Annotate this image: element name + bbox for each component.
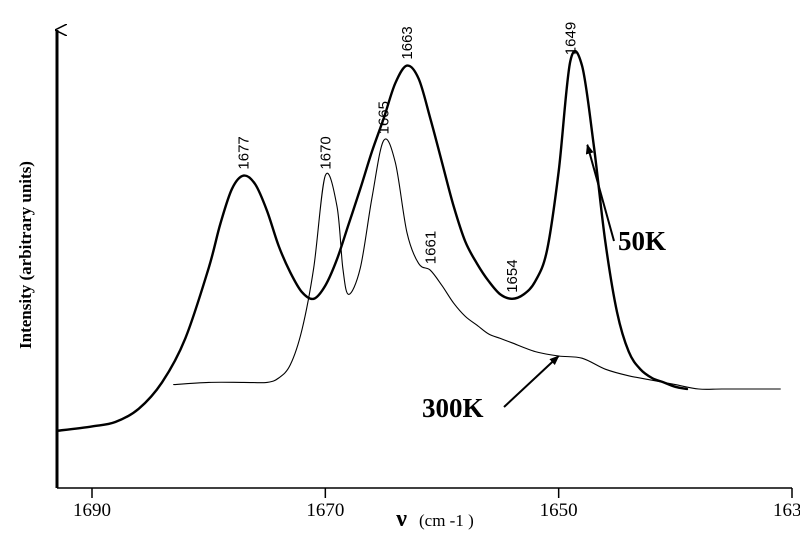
x-axis-label: ν (cm -1 ): [395, 506, 474, 532]
series-line-300k: [173, 138, 781, 390]
x-axis-ticks: 1690 1670 1650 1630: [73, 488, 800, 521]
series-label-50k: 50K: [618, 226, 666, 256]
x-tick-label-1690: 1690: [73, 500, 111, 521]
x-axis-unit: (cm -1 ): [419, 511, 474, 530]
peak-labels: 1677 1670 1663 1665 1661 1654 1649: [236, 22, 580, 293]
series-arrow-300k: [503, 355, 560, 408]
peak-label-1661: 1661: [422, 231, 439, 264]
peak-label-1677: 1677: [236, 136, 253, 169]
peak-label-1665: 1665: [376, 101, 393, 134]
x-tick-label-1650: 1650: [540, 500, 578, 521]
x-tick-label-1630: 1630: [773, 500, 800, 521]
x-axis-symbol: ν: [395, 506, 407, 532]
y-axis-label: Intensity (arbitrary units): [16, 161, 35, 349]
peak-label-1654: 1654: [504, 259, 521, 292]
series-label-300k: 300K: [422, 393, 484, 423]
x-tick-label-1670: 1670: [306, 500, 344, 521]
peak-label-1649: 1649: [562, 22, 579, 55]
series-line-50k: [55, 49, 689, 432]
series-labels: 50K 300K: [422, 143, 666, 423]
peak-label-1663: 1663: [399, 26, 416, 59]
series-layer: [55, 49, 781, 432]
peak-label-1670: 1670: [317, 136, 334, 169]
series-arrow-50k: [585, 143, 615, 242]
